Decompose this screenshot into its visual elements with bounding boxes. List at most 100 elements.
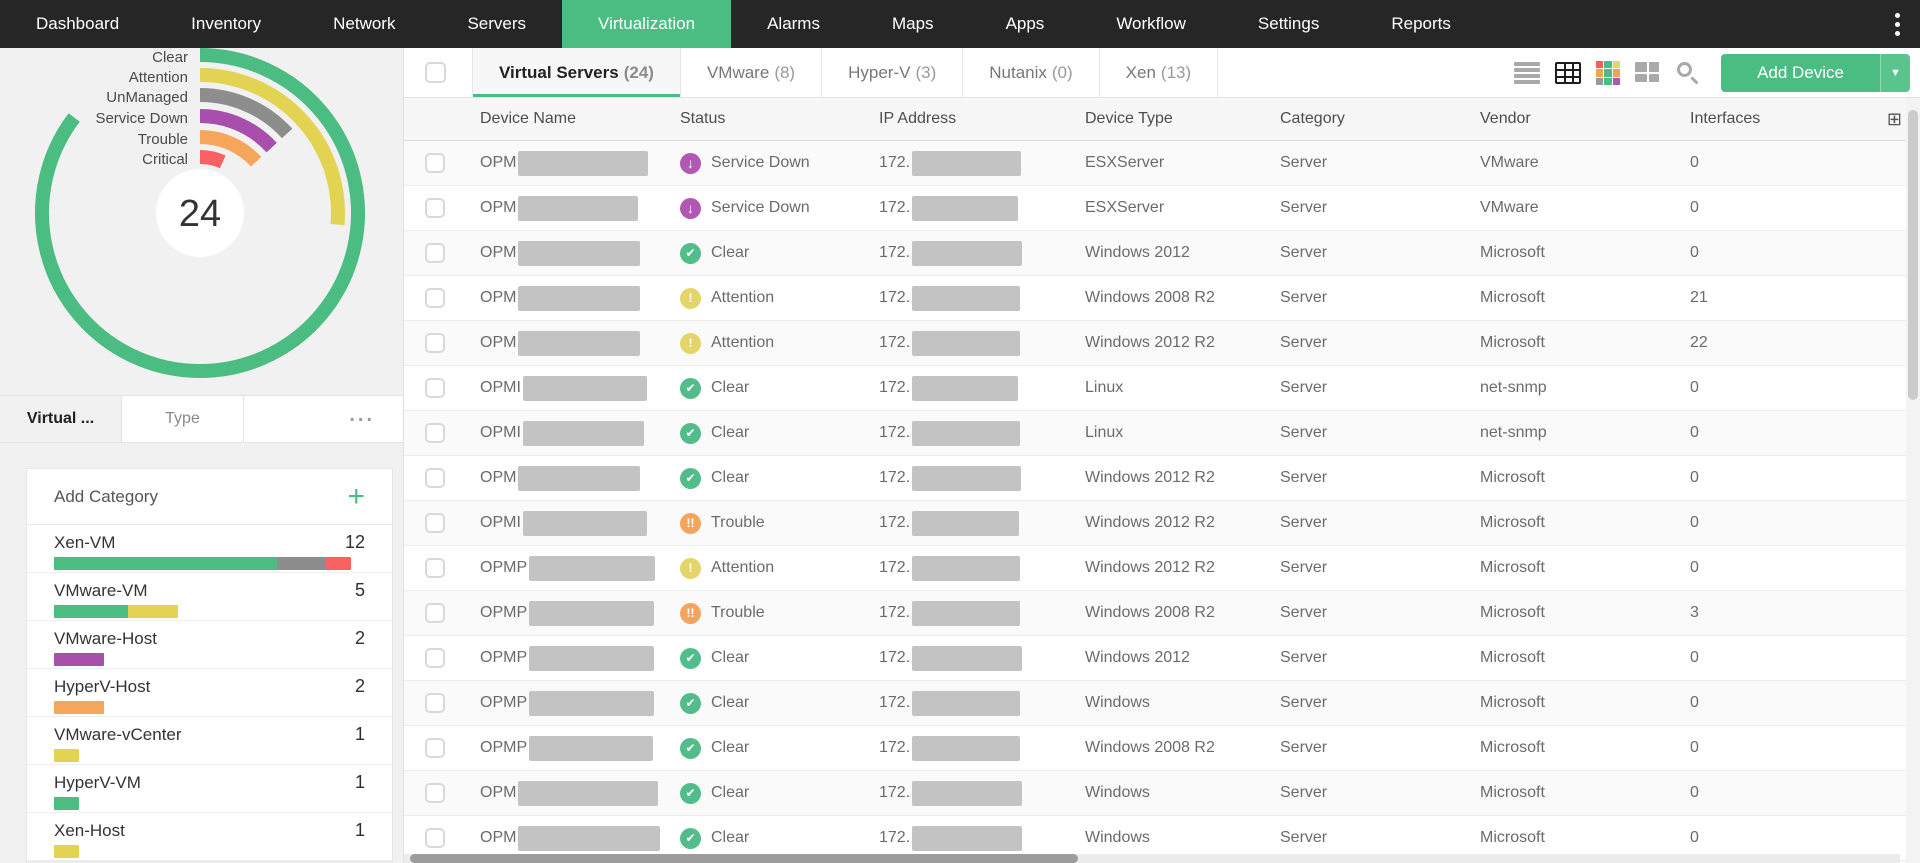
chart-legend-clear[interactable]: Clear [152, 49, 188, 66]
plus-icon[interactable]: + [347, 479, 365, 513]
nav-item-virtualization[interactable]: Virtualization [562, 0, 732, 48]
cell-device-name[interactable]: OPM [480, 285, 680, 311]
category-item-hyperv-vm[interactable]: HyperV-VM 1 [27, 765, 392, 813]
heatmap-view-icon[interactable] [1596, 61, 1621, 85]
list-view-icon[interactable] [1514, 62, 1541, 84]
row-checkbox[interactable] [425, 828, 445, 848]
chart-arc-trouble[interactable] [199, 130, 262, 167]
nav-item-servers[interactable]: Servers [467, 14, 527, 33]
nav-item-settings[interactable]: Settings [1257, 14, 1320, 33]
nav-item-network[interactable]: Network [333, 14, 396, 33]
horizontal-scrollbar[interactable] [404, 854, 1900, 863]
column-chooser-icon[interactable]: ⊞ [1886, 108, 1902, 129]
cell-device-name[interactable]: OPM [480, 825, 680, 851]
cell-device-name[interactable]: OPMI [480, 375, 680, 401]
nav-item-inventory[interactable]: Inventory [191, 14, 262, 33]
table-row[interactable]: OPM! Attention 172. Windows 2012 R2 Server Mi… [404, 321, 1920, 366]
row-checkbox[interactable] [425, 333, 445, 353]
horizontal-scrollbar-thumb[interactable] [410, 854, 1078, 863]
row-checkbox[interactable] [425, 648, 445, 668]
cell-device-name[interactable]: OPM [480, 330, 680, 356]
table-row[interactable]: OPMP! Attention 172. Windows 2012 R2 Server M… [404, 546, 1920, 591]
nav-item-workflow[interactable]: Workflow [1116, 14, 1186, 33]
chart-legend-unmanaged[interactable]: UnManaged [106, 89, 188, 106]
category-item-xen-host[interactable]: Xen-Host 1 [27, 813, 392, 861]
table-row[interactable]: OPM ↓ Service Down 172. ESXServer Server VMwar… [404, 186, 1920, 231]
vertical-scrollbar[interactable] [1906, 98, 1920, 863]
chart-arc-clear[interactable] [35, 48, 365, 378]
table-row[interactable]: OPMP ✔ Clear 172. Windows 2008 R2 Server Micro… [404, 726, 1920, 771]
row-checkbox[interactable] [425, 693, 445, 713]
category-item-vmware-host[interactable]: VMware-Host 2 [27, 621, 392, 669]
row-checkbox[interactable] [425, 558, 445, 578]
add-device-label[interactable]: Add Device [1721, 54, 1880, 92]
tab-nutanix[interactable]: Nutanix (0) [963, 48, 1100, 97]
cell-device-name[interactable]: OPMP [480, 690, 680, 716]
cell-device-name[interactable]: OPMP [480, 600, 680, 626]
category-item-hyperv-host[interactable]: HyperV-Host 2 [27, 669, 392, 717]
row-checkbox[interactable] [425, 423, 445, 443]
tab-xen[interactable]: Xen (13) [1100, 48, 1219, 97]
tab-virtual-servers[interactable]: Virtual Servers (24) [472, 48, 681, 97]
row-checkbox[interactable] [425, 513, 445, 533]
nav-item-maps[interactable]: Maps [891, 14, 934, 33]
chart-arc-critical[interactable] [199, 150, 226, 169]
chart-legend-critical[interactable]: Critical [142, 151, 188, 168]
tab-hyper-v[interactable]: Hyper-V (3) [822, 48, 964, 97]
row-checkbox[interactable] [425, 378, 445, 398]
cell-device-name[interactable]: OPM [480, 465, 680, 491]
vertical-scrollbar-thumb[interactable] [1908, 110, 1918, 400]
side-tabs-more-button[interactable]: ... [349, 404, 375, 426]
category-item-vmware-vm[interactable]: VMware-VM 5 [27, 573, 392, 621]
table-row[interactable]: OPM ✔ Clear 172. Windows 2012 Server Microsoft… [404, 231, 1920, 276]
kebab-menu-icon[interactable] [1889, 0, 1906, 48]
side-tab-type[interactable]: Type [122, 396, 244, 442]
cell-device-name[interactable]: OPMP [480, 735, 680, 761]
tab-vmware[interactable]: VMware (8) [681, 48, 823, 97]
table-row[interactable]: OPMI!! Trouble 172. Windows 2012 R2 Server Mi… [404, 501, 1920, 546]
cell-device-name[interactable]: OPM [480, 195, 680, 221]
table-row[interactable]: OPMP!! Trouble 172. Windows 2008 R2 Server Mi… [404, 591, 1920, 636]
table-row[interactable]: OPMP ✔ Clear 172. Windows 2012 Server Microsof… [404, 636, 1920, 681]
chart-legend-trouble[interactable]: Trouble [138, 131, 188, 148]
cell-device-name[interactable]: OPMP [480, 555, 680, 581]
nav-item-alarms[interactable]: Alarms [767, 14, 820, 33]
chart-legend-service-down[interactable]: Service Down [95, 110, 188, 127]
table-row[interactable]: OPMI ✔ Clear 172. Linux Server net-snmp 0 [404, 411, 1920, 456]
cell-device-name[interactable]: OPM [480, 780, 680, 806]
nav-item-apps[interactable]: Apps [1005, 14, 1045, 33]
cell-device-name[interactable]: OPM [480, 150, 680, 176]
row-checkbox[interactable] [425, 288, 445, 308]
row-checkbox[interactable] [425, 783, 445, 803]
select-all-checkbox[interactable] [425, 62, 446, 83]
row-checkbox[interactable] [425, 603, 445, 623]
row-checkbox[interactable] [425, 153, 445, 173]
cell-device-name[interactable]: OPMP [480, 645, 680, 671]
table-row[interactable]: OPMI ✔ Clear 172. Linux Server net-snmp 0 [404, 366, 1920, 411]
chart-legend-attention[interactable]: Attention [129, 69, 188, 86]
search-icon[interactable] [1676, 61, 1700, 85]
category-item-xen-vm[interactable]: Xen-VM 12 [27, 525, 392, 573]
add-device-button[interactable]: Add Device ▼ [1721, 54, 1910, 92]
table-row[interactable]: OPM ✔ Clear 172. Windows 2012 R2 Server Micros… [404, 456, 1920, 501]
row-checkbox[interactable] [425, 738, 445, 758]
chart-arc-unmanaged[interactable] [199, 88, 293, 139]
category-item-vmware-vcenter[interactable]: VMware-vCenter 1 [27, 717, 392, 765]
table-row[interactable]: OPMP ✔ Clear 172. Windows Server Microsoft 0 [404, 681, 1920, 726]
nav-item-reports[interactable]: Reports [1391, 14, 1451, 33]
chevron-down-icon[interactable]: ▼ [1880, 54, 1910, 92]
row-checkbox[interactable] [425, 468, 445, 488]
cell-device-name[interactable]: OPM [480, 240, 680, 266]
cell-device-name[interactable]: OPMI [480, 420, 680, 446]
row-checkbox[interactable] [425, 243, 445, 263]
table-view-icon[interactable] [1555, 62, 1582, 84]
row-checkbox[interactable] [425, 198, 445, 218]
table-row[interactable]: OPM ↓ Service Down 172. ESXServer Server VMwar… [404, 141, 1920, 186]
tile-view-icon[interactable] [1635, 62, 1661, 84]
table-row[interactable]: OPM ✔ Clear 172. Windows Server Microsoft 0 [404, 771, 1920, 816]
table-row[interactable]: OPM! Attention 172. Windows 2008 R2 Server Mi… [404, 276, 1920, 321]
chart-arc-service-down[interactable] [199, 109, 277, 153]
chart-arc-attention[interactable] [199, 68, 345, 226]
nav-item-dashboard[interactable]: Dashboard [36, 14, 120, 33]
cell-device-name[interactable]: OPMI [480, 510, 680, 536]
